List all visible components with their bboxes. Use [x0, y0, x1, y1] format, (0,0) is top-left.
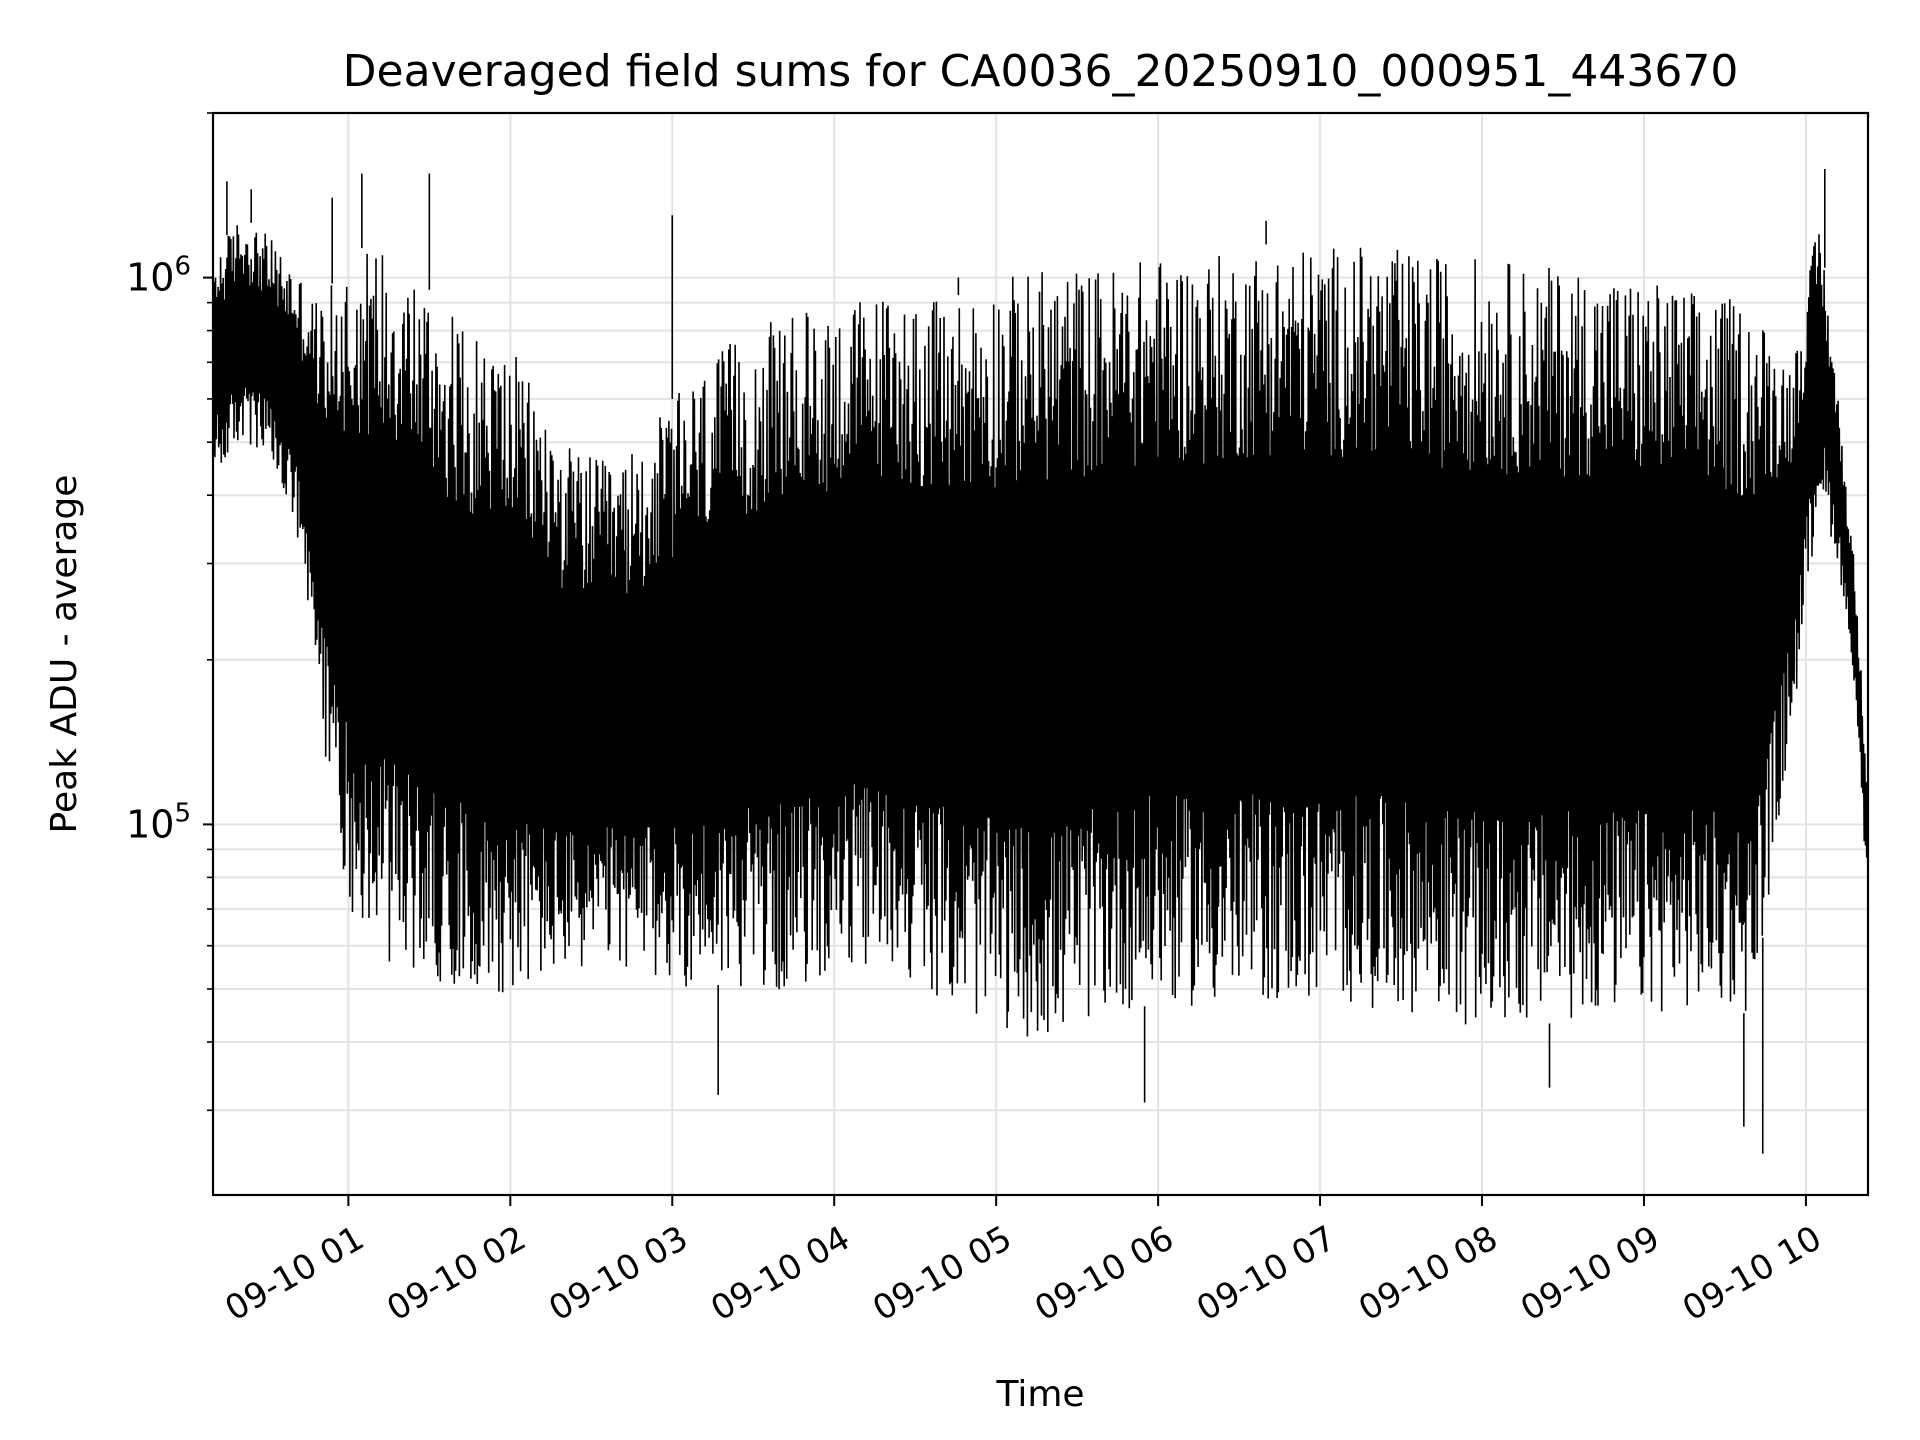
y-tick-label: 105 — [126, 798, 191, 846]
x-axis-label: Time — [995, 1374, 1084, 1415]
chart-title: Deaveraged field sums for CA0036_2025091… — [343, 46, 1739, 97]
plot-frame — [211, 111, 1870, 1197]
series-line — [212, 225, 1869, 1037]
y-tick-label: 106 — [126, 252, 191, 300]
data-series — [212, 168, 1869, 1154]
y-axis-label: Peak ADU - average — [44, 475, 85, 834]
